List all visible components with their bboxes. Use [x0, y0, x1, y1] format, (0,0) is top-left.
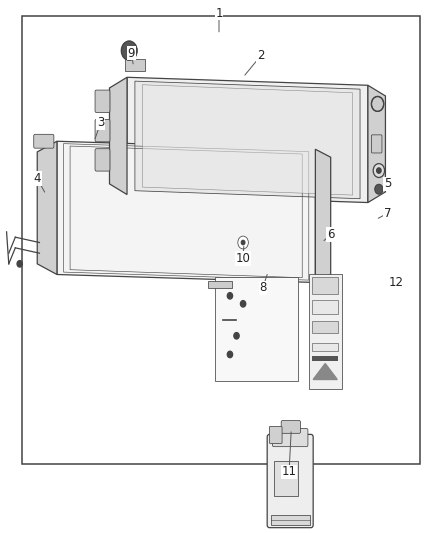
FancyBboxPatch shape — [269, 426, 282, 443]
Circle shape — [371, 96, 384, 111]
Circle shape — [375, 184, 383, 194]
FancyBboxPatch shape — [267, 434, 313, 528]
Circle shape — [121, 41, 137, 60]
Bar — [312, 356, 338, 361]
Polygon shape — [313, 364, 337, 379]
Text: 10: 10 — [236, 252, 251, 265]
Text: 9: 9 — [127, 47, 135, 60]
Polygon shape — [127, 77, 368, 203]
Polygon shape — [37, 141, 57, 274]
FancyBboxPatch shape — [95, 149, 110, 171]
Polygon shape — [135, 81, 360, 199]
Circle shape — [241, 240, 245, 245]
Bar — [309, 274, 342, 389]
Text: 12: 12 — [389, 276, 404, 289]
Circle shape — [373, 164, 385, 177]
Text: 4: 4 — [33, 172, 41, 185]
Bar — [274, 461, 298, 496]
FancyBboxPatch shape — [281, 421, 300, 433]
Circle shape — [234, 333, 239, 339]
Polygon shape — [110, 77, 127, 195]
Circle shape — [377, 168, 381, 173]
Polygon shape — [368, 85, 385, 203]
Polygon shape — [142, 85, 353, 195]
Circle shape — [238, 236, 248, 249]
Bar — [271, 515, 310, 525]
Text: 5: 5 — [384, 177, 391, 190]
FancyBboxPatch shape — [34, 134, 54, 148]
Polygon shape — [57, 141, 315, 282]
FancyBboxPatch shape — [125, 59, 145, 71]
Bar — [312, 343, 338, 351]
Text: 1: 1 — [215, 7, 223, 20]
Text: 6: 6 — [327, 228, 335, 241]
Circle shape — [227, 351, 233, 358]
Bar — [312, 321, 338, 333]
Bar — [215, 277, 298, 381]
Text: 11: 11 — [282, 465, 297, 478]
FancyBboxPatch shape — [371, 135, 382, 153]
FancyBboxPatch shape — [95, 119, 110, 142]
Bar — [312, 277, 338, 294]
Circle shape — [240, 301, 246, 307]
Text: 8: 8 — [259, 281, 266, 294]
FancyBboxPatch shape — [208, 280, 232, 288]
FancyBboxPatch shape — [272, 429, 308, 447]
Bar — [312, 300, 338, 314]
Circle shape — [17, 261, 22, 267]
Text: 2: 2 — [257, 50, 265, 62]
Text: 3: 3 — [97, 116, 104, 129]
FancyBboxPatch shape — [95, 90, 110, 112]
Polygon shape — [315, 149, 331, 282]
Bar — [22, 16, 420, 464]
Circle shape — [227, 293, 233, 299]
Text: 7: 7 — [384, 207, 392, 220]
